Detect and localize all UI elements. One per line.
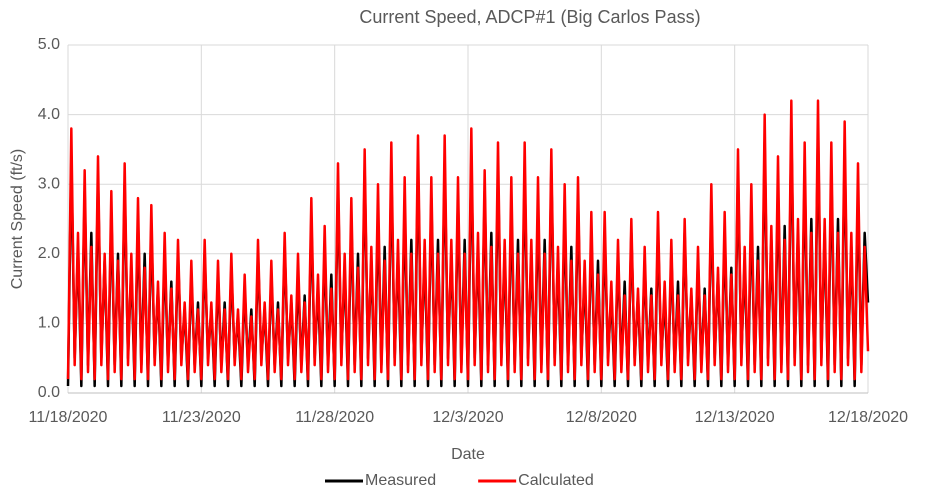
y-tick-label: 3.0 [38,175,60,192]
x-tick-label: 12/13/2020 [695,409,775,426]
x-tick-label: 12/18/2020 [828,409,908,426]
x-tick-label: 12/8/2020 [566,409,637,426]
x-axis-label: Date [451,446,485,463]
series-line [66,99,870,381]
y-tick-label: 1.0 [38,315,60,332]
legend-label: Calculated [518,472,594,489]
legend-label: Measured [365,472,436,489]
x-tick-label: 11/23/2020 [162,409,241,426]
chart-title: Current Speed, ADCP#1 (Big Carlos Pass) [359,7,700,27]
y-tick-label: 0.0 [38,384,60,401]
y-tick-label: 5.0 [38,36,60,53]
series-line [66,127,870,388]
y-tick-label: 4.0 [38,106,60,123]
x-tick-label: 12/3/2020 [432,409,503,426]
x-tick-label: 11/28/2020 [295,409,374,426]
y-axis-label: Current Speed (ft/s) [9,149,26,290]
y-tick-label: 2.0 [38,245,60,262]
x-tick-label: 11/18/2020 [29,409,108,426]
